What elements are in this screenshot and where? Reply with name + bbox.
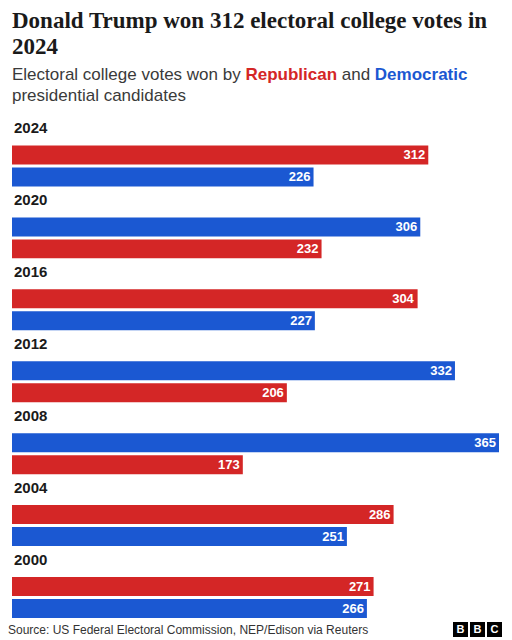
svg-text:2008: 2008 — [14, 407, 47, 424]
svg-text:2016: 2016 — [14, 263, 47, 280]
svg-text:365: 365 — [474, 435, 496, 450]
svg-text:2024: 2024 — [14, 119, 48, 136]
html-text:C: C — [490, 623, 499, 635]
svg-text:2020: 2020 — [14, 191, 47, 208]
svg-text:312: 312 — [404, 147, 426, 162]
svg-text:232: 232 — [297, 241, 319, 256]
html-text:B: B — [456, 623, 465, 635]
svg-text:227: 227 — [290, 313, 312, 328]
svg-text:266: 266 — [342, 601, 364, 616]
html-text:B: B — [473, 623, 482, 635]
svg-text:206: 206 — [262, 385, 284, 400]
svg-text:251: 251 — [322, 529, 344, 544]
svg-text:271: 271 — [349, 579, 371, 594]
svg-text:306: 306 — [396, 219, 418, 234]
html-text:Source: US Federal Electoral C: Source: US Federal Electoral Commission,… — [8, 623, 369, 637]
svg-text:2000: 2000 — [14, 551, 47, 568]
svg-text:2012: 2012 — [14, 335, 47, 352]
svg-text:226: 226 — [289, 169, 311, 184]
svg-text:304: 304 — [392, 291, 414, 306]
html-text:presidential candidates: presidential candidates — [12, 86, 186, 105]
svg-text:2004: 2004 — [14, 479, 48, 496]
svg-text:332: 332 — [430, 363, 452, 378]
html-text:Electoral college votes won by: Electoral college votes won by Republica… — [12, 65, 468, 84]
svg-text:173: 173 — [218, 457, 240, 472]
svg-text:286: 286 — [369, 507, 391, 522]
html-text:Donald Trump won 312 electoral: Donald Trump won 312 electoral college v… — [12, 8, 488, 59]
